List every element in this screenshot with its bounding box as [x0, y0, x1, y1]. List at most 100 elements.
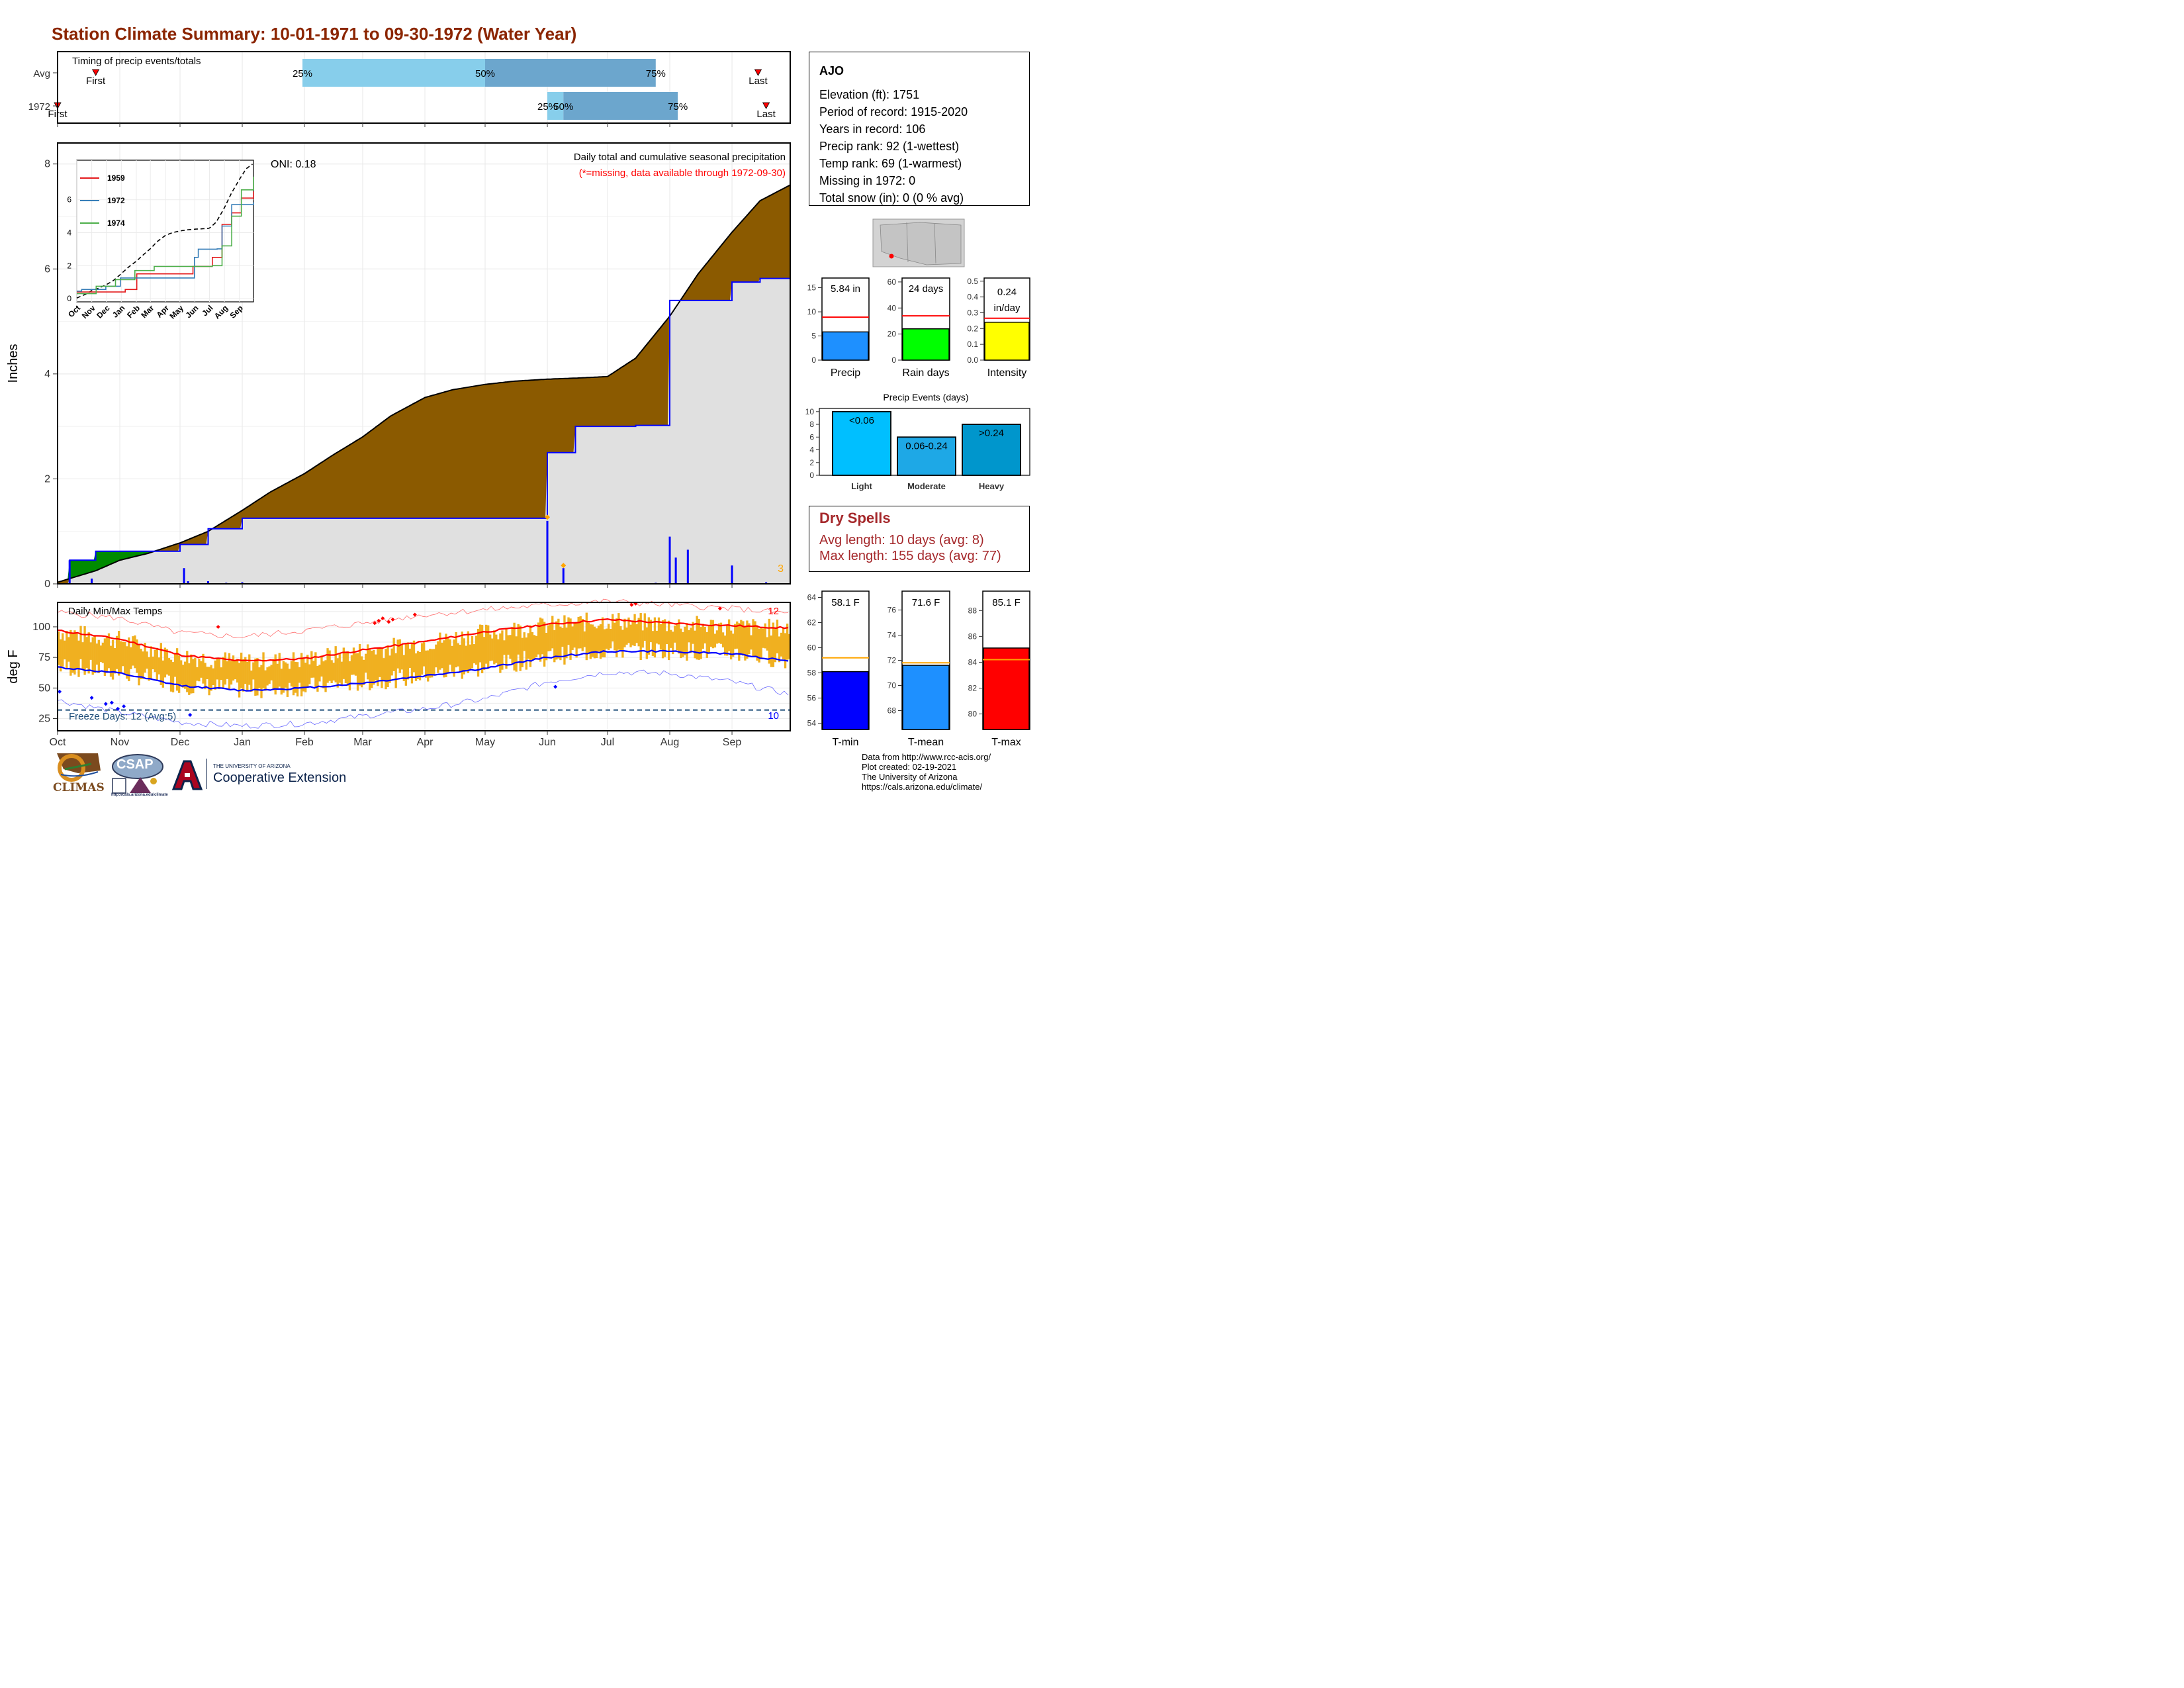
csap-logo-url: http://cals.arizona.edu/climate — [111, 793, 168, 797]
events-bar — [832, 410, 891, 476]
daily-temp-bar — [625, 627, 628, 645]
daily-temp-bar — [766, 637, 768, 651]
daily-temp-bar — [71, 633, 74, 673]
daily-temp-bar — [58, 632, 60, 665]
daily-temp-bar — [459, 644, 461, 672]
inset-month-label: Dec — [95, 303, 112, 320]
timing-first-label: First — [86, 75, 106, 87]
events-y-tick: 8 — [809, 420, 814, 429]
daily-temp-bar — [234, 660, 237, 680]
climas-logo-text: CLIMAS — [53, 781, 105, 794]
mini-y-tick: 72 — [887, 656, 897, 665]
mini-value-label: 24 days — [909, 283, 944, 295]
inset-avg-line — [76, 164, 253, 299]
daily-temp-bar — [467, 631, 470, 673]
credit-line: https://cals.arizona.edu/climate/ — [862, 782, 983, 792]
daily-temp-bar — [707, 625, 710, 654]
daily-temp-bar — [77, 640, 80, 677]
map-states — [880, 222, 962, 265]
daily-temp-bar — [465, 645, 468, 671]
daily-temp-bar — [260, 665, 263, 698]
record-low-marker — [115, 706, 120, 711]
timing-pct50-label: 50% — [553, 101, 573, 113]
daily-temp-bar — [497, 639, 500, 667]
events-y-tick: 6 — [809, 432, 814, 442]
daily-temp-bar — [734, 624, 737, 649]
precip-panel: 0 2 4 6 8 Inches Daily total and cumulative se… — [6, 142, 791, 590]
daily-temp-bar — [163, 647, 167, 678]
daily-temp-bar — [559, 626, 562, 661]
daily-temp-bar — [266, 667, 269, 686]
daily-temp-bar — [278, 653, 281, 687]
record-marker — [545, 514, 551, 520]
daily-temp-bar — [326, 648, 329, 683]
daily-temp-bar — [128, 637, 130, 682]
daily-temp-bar — [682, 632, 684, 657]
record-low-marker — [553, 684, 558, 689]
events-y-tick: 10 — [805, 407, 815, 416]
daily-temp-bar — [146, 651, 148, 669]
daily-temp-bar — [551, 616, 554, 649]
mini-value-label: 71.6 F — [912, 597, 940, 608]
daily-temp-bar — [597, 626, 600, 652]
daily-temp-bar — [471, 635, 474, 669]
daily-temp-bar — [547, 625, 550, 652]
daily-temp-bar — [204, 663, 206, 690]
timing-pct75-label: 75% — [646, 68, 666, 79]
daily-temp-bar — [581, 619, 584, 651]
daily-temp-bar — [228, 653, 231, 690]
precip-subtitle: Daily total and cumulative seasonal prec… — [574, 152, 786, 163]
daily-temp-bar — [420, 643, 424, 675]
precip-missing-note: (*=missing, data available through 1972-… — [579, 167, 786, 179]
daily-temp-bar — [595, 628, 598, 659]
daily-temp-bar — [79, 626, 82, 659]
daily-temp-bar — [68, 637, 70, 662]
daily-temp-bar — [220, 667, 222, 680]
daily-temp-bar — [352, 647, 355, 675]
daily-temp-bar — [715, 630, 719, 644]
daily-temp-bar — [184, 661, 187, 689]
daily-temp-bar — [186, 651, 189, 692]
daily-temp-bar — [240, 652, 243, 688]
daily-temp-bar — [603, 629, 606, 658]
mini-value-label: 85.1 F — [992, 597, 1021, 608]
record-low-marker — [188, 712, 193, 717]
daily-temp-bar — [274, 654, 277, 695]
daily-temp-bar — [678, 619, 680, 654]
mini-value-label: 0.24 — [997, 287, 1017, 298]
y-tick-label: 50 — [38, 682, 50, 694]
daily-temp-bar — [537, 622, 540, 655]
daily-temp-bar — [272, 659, 275, 690]
daily-temp-bar — [192, 659, 195, 694]
daily-temp-bar — [667, 620, 670, 661]
record-high-marker — [377, 618, 381, 623]
daily-temp-bar — [431, 649, 433, 678]
events-category-label: Heavy — [979, 481, 1005, 491]
timing-bar-q2 — [485, 59, 656, 87]
daily-temp-bar — [400, 644, 403, 670]
daily-temp-bar — [780, 632, 783, 657]
daily-temp-bar — [754, 621, 756, 657]
daily-temp-bar — [387, 645, 389, 688]
daily-precip-bar — [668, 536, 671, 584]
daily-temp-bar — [645, 627, 648, 659]
daily-temp-bar — [64, 640, 66, 660]
daily-temp-bar — [314, 652, 317, 688]
timing-row-label: Avg — [33, 68, 50, 79]
daily-temp-bar — [619, 626, 622, 651]
daily-precip-bar — [68, 560, 71, 584]
events-y-tick: 4 — [809, 445, 814, 455]
daily-temp-bar — [635, 624, 638, 643]
daily-temp-bar — [402, 655, 405, 681]
daily-temp-bar — [784, 633, 787, 669]
daily-precip-bar — [206, 581, 209, 584]
daily-temp-bar — [511, 627, 514, 665]
daily-temp-bar — [713, 633, 717, 648]
daily-temp-bar — [725, 624, 729, 656]
dry-spells-title: Dry Spells — [819, 510, 891, 526]
daily-temp-bar — [264, 670, 267, 691]
daily-temp-bar — [690, 628, 692, 653]
x-month-label: Jul — [601, 737, 614, 748]
daily-temp-bar — [373, 649, 375, 685]
mini-y-tick: 64 — [807, 593, 817, 602]
